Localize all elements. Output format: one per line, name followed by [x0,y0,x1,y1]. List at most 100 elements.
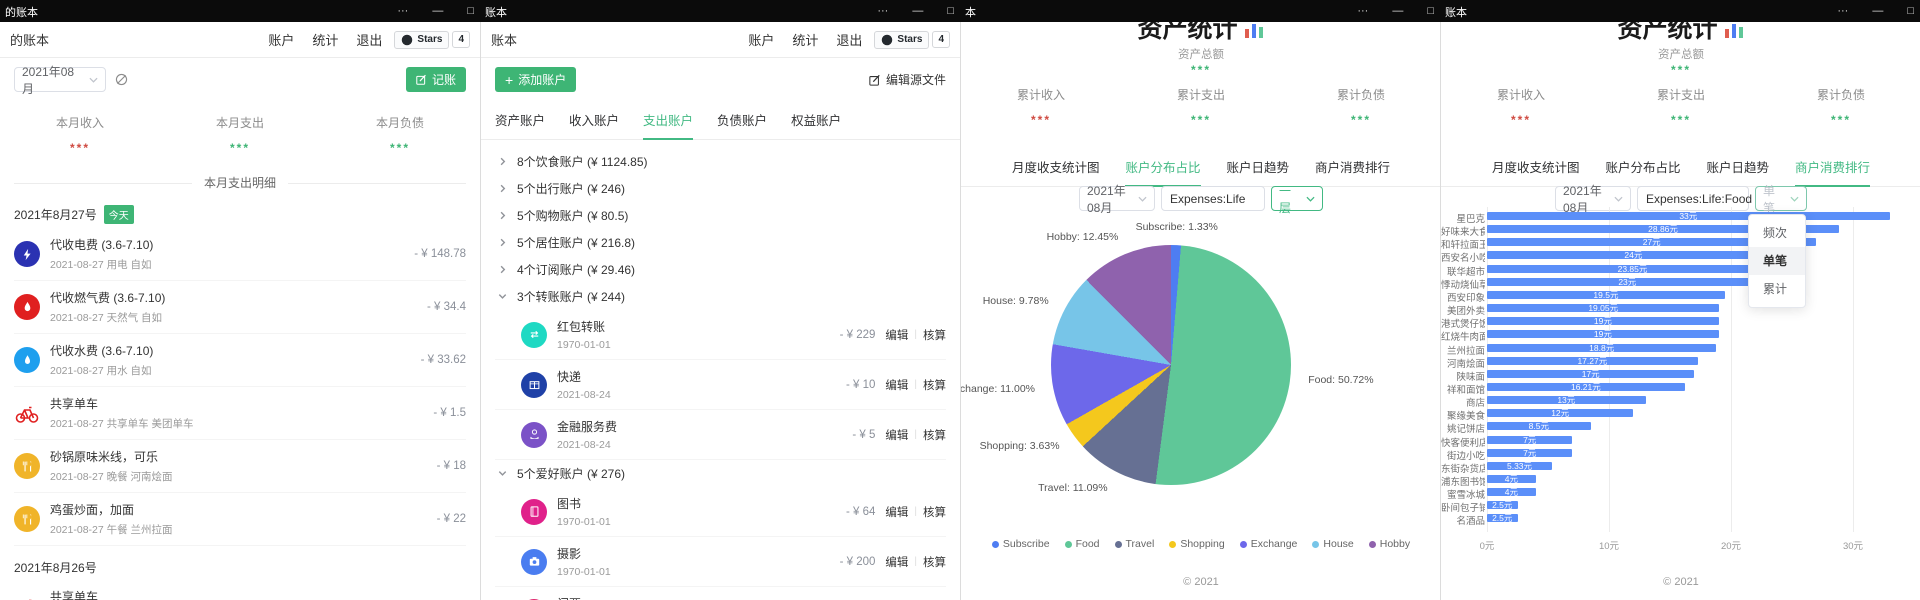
legend-item[interactable]: Subscribe [991,538,1050,550]
window-maximize-icon[interactable]: □ [947,5,954,17]
chevron-down-icon [1138,196,1147,202]
depth-select[interactable]: 一层 [1271,184,1323,215]
legend-item[interactable]: House [1312,538,1354,550]
edit-icon [869,74,880,86]
account-query-input[interactable]: Expenses:Life [1161,186,1265,211]
tab-5[interactable]: 权益账户 [791,114,842,128]
legend-item[interactable]: Food [1064,538,1100,550]
github-stars-button[interactable]: Stars [394,30,450,49]
os-titlebar: 的账本 ··· — □ 账本 ··· — □ 本 ··· — □ 账本 ··· — □ [0,0,1920,22]
edit-link[interactable]: 编辑 [885,379,909,392]
account-query-input[interactable]: Expenses:Life:Food [1637,186,1752,211]
audit-link[interactable]: 核算 [923,429,946,442]
stat-masked-value: *** [229,141,250,155]
edit-link[interactable]: 编辑 [885,329,909,342]
actions-separator: | [914,556,917,567]
tab-4[interactable]: 负债账户 [717,114,768,128]
github-stars-label: Stars [897,34,923,45]
window-minimize-icon[interactable]: — [1872,5,1884,17]
window-maximize-icon[interactable]: □ [467,5,474,17]
month-select[interactable]: 2021年08月 [1555,184,1631,215]
bar-rect [1487,251,1780,260]
window-minimize-icon[interactable]: — [912,5,924,17]
hide-amounts-icon[interactable] [114,72,129,87]
legend-item[interactable]: Exchange [1239,538,1297,550]
menu-statistics[interactable]: 统计 [792,33,819,48]
legend-item[interactable]: Hobby [1368,538,1410,550]
menu-accounts[interactable]: 账户 [748,33,775,48]
transfer-icon [521,321,547,348]
bar-category-label: 美团外卖 [1446,306,1485,318]
month-select[interactable]: 2021年08月 [14,65,106,96]
transaction-list: 2021年8月27号 今天 代收电费 (3.6-7.10) 2021-08-27 用电… [0,205,480,600]
edit-link[interactable]: 编辑 [885,556,909,569]
dropdown-option[interactable]: 单笔 [1749,247,1805,275]
transaction-row: 共享单车 2021-08-27 共享单车 美团单车 - ¥ 1.5 [14,387,466,440]
audit-link[interactable]: 核算 [923,379,946,392]
account-group-header[interactable]: 5个居住账户 (¥ 216.8) [495,229,946,256]
bar-value-label: 27元 [1642,237,1661,248]
date-header: 2021年8月27号 今天 [14,205,466,224]
tab-3[interactable]: 账户日趋势 [1706,161,1770,175]
github-stars-button[interactable]: Stars [874,30,930,49]
chart-emoji-icon [1725,24,1744,38]
window-minimize-icon[interactable]: — [1392,5,1404,17]
legend-dot [1239,540,1247,548]
menu-logout[interactable]: 退出 [356,33,383,48]
account-group-header[interactable]: 5个购物账户 (¥ 80.5) [495,202,946,229]
stat-column: 本月支出 *** [160,114,320,155]
actions-separator: | [914,329,917,340]
tab-1[interactable]: 资产账户 [495,114,546,128]
tab-3[interactable]: 账户日趋势 [1226,161,1290,175]
window-maximize-icon[interactable]: □ [1427,5,1434,17]
account-group-header[interactable]: 5个出行账户 (¥ 246) [495,175,946,202]
edit-link[interactable]: 编辑 [885,506,909,519]
window-menu-icon[interactable]: ··· [877,5,889,17]
audit-link[interactable]: 核算 [923,506,946,519]
tab-2[interactable]: 账户分布占比 [1605,161,1681,175]
menu-statistics[interactable]: 统计 [312,33,339,48]
mode-select[interactable]: 单笔 [1755,184,1807,215]
tab-3[interactable]: 支出账户 [643,101,694,140]
tab-4[interactable]: 商户消费排行 [1315,161,1391,175]
stat-column: 本月负债 *** [320,114,480,155]
transaction-row: 砂锅原味米线，可乐 2021-08-27 晚餐 河南烩面 - ¥ 18 [14,440,466,493]
menu-accounts[interactable]: 账户 [268,33,295,48]
transaction-subtitle: 2021-08-27 晚餐 河南烩面 [50,471,173,483]
add-account-button[interactable]: + 添加账户 [495,67,577,92]
dropdown-option[interactable]: 频次 [1763,226,1788,240]
tab-1[interactable]: 月度收支统计图 [1491,161,1580,175]
account-group-header[interactable]: 3个转账账户 (¥ 244) [495,283,946,310]
window-menu-icon[interactable]: ··· [1837,5,1849,17]
audit-link[interactable]: 核算 [923,556,946,569]
window-menu-icon[interactable]: ··· [397,5,409,17]
month-select-value: 2021年08月 [22,64,75,96]
month-select[interactable]: 2021年08月 [1079,184,1155,215]
window-minimize-icon[interactable]: — [432,5,444,17]
dropdown-option[interactable]: 累计 [1763,282,1788,296]
tab-1[interactable]: 月度收支统计图 [1011,161,1100,175]
audit-link[interactable]: 核算 [923,329,946,342]
window-menu-icon[interactable]: ··· [1357,5,1369,17]
account-group-header[interactable]: 8个饮食账户 (¥ 1124.85) [495,148,946,175]
tab-2[interactable]: 账户分布占比 [1125,148,1201,187]
account-group-header[interactable]: 5个爱好账户 (¥ 276) [495,460,946,487]
edit-link[interactable]: 编辑 [885,429,909,442]
transaction-subtitle: 2021-08-27 午餐 兰州拉面 [50,524,173,536]
tab-2[interactable]: 收入账户 [569,114,620,128]
transaction-main: 鸡蛋炒面，加面 2021-08-27 午餐 兰州拉面 [50,501,429,537]
bar-rect [1487,409,1634,418]
menu-logout[interactable]: 退出 [836,33,863,48]
legend-item[interactable]: Travel [1114,538,1154,550]
account-date: 2021-08-24 [557,439,611,451]
stat-label: 本月收入 [55,116,104,130]
window-maximize-icon[interactable]: □ [1907,5,1914,17]
account-group-header[interactable]: 4个订阅账户 (¥ 29.46) [495,256,946,283]
legend-item[interactable]: Shopping [1169,538,1225,550]
edit-source-button[interactable]: 编辑源文件 [869,71,946,88]
record-transaction-button[interactable]: 记账 [405,67,466,92]
tab-4[interactable]: 商户消费排行 [1795,148,1871,187]
bar-category-label: 西安名小吃 [1441,253,1485,265]
